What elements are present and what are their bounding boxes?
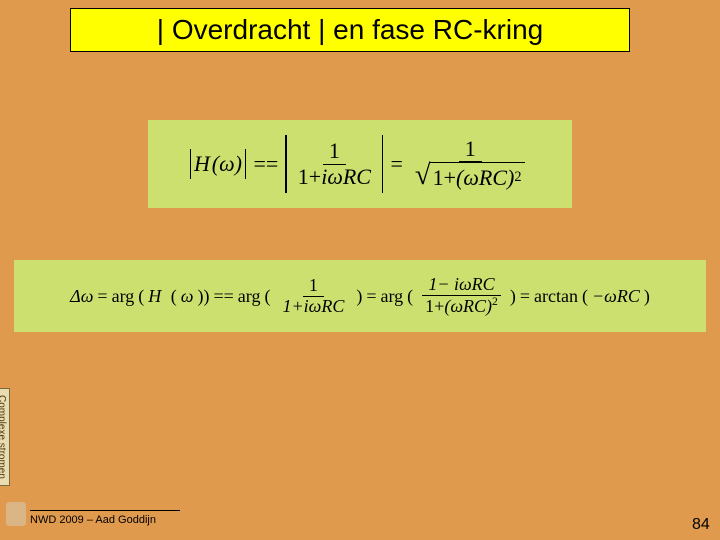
slide-title-text: | Overdracht | en fase RC-kring [157, 14, 543, 46]
slide: | Overdracht | en fase RC-kring H (ω) ==… [0, 0, 720, 540]
page-number: 84 [692, 516, 710, 534]
formula-transfer-magnitude: H (ω) == 1 1+iωRC = 1 √ 1+(ωRC)2 [148, 120, 572, 208]
formula-transfer-phase: Δω = arg(H (ω)) == arg( 1 1+iωRC ) = arg… [14, 260, 706, 332]
footer-text: NWD 2009 – Aad Goddijn [30, 514, 156, 526]
logo-icon [6, 502, 26, 526]
sidebar-label: Complexe stromen [0, 388, 10, 486]
slide-title: | Overdracht | en fase RC-kring [70, 8, 630, 52]
sidebar-label-text: Complexe stromen [0, 395, 7, 479]
footer-divider [30, 510, 180, 511]
